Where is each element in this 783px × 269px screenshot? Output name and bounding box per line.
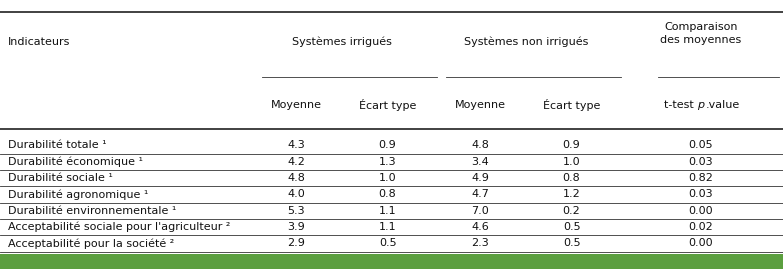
Text: 4.0: 4.0 bbox=[287, 189, 305, 199]
Text: 4.9: 4.9 bbox=[471, 173, 489, 183]
Text: 4.8: 4.8 bbox=[471, 140, 489, 150]
Text: .value: .value bbox=[705, 100, 740, 110]
Text: 2.9: 2.9 bbox=[287, 238, 305, 248]
Text: 0.03: 0.03 bbox=[688, 157, 713, 167]
Text: 4.3: 4.3 bbox=[287, 140, 305, 150]
Text: 0.9: 0.9 bbox=[563, 140, 580, 150]
Text: 0.8: 0.8 bbox=[563, 173, 580, 183]
Text: 0.02: 0.02 bbox=[688, 222, 713, 232]
Text: 1.0: 1.0 bbox=[563, 157, 580, 167]
Text: Systèmes non irrigués: Systèmes non irrigués bbox=[464, 36, 588, 47]
Text: Comparaison
des moyennes: Comparaison des moyennes bbox=[660, 22, 742, 45]
Text: Systèmes irrigués: Systèmes irrigués bbox=[292, 36, 392, 47]
Text: 4.7: 4.7 bbox=[471, 189, 489, 199]
Text: 0.05: 0.05 bbox=[688, 140, 713, 150]
Text: 0.5: 0.5 bbox=[563, 222, 580, 232]
Text: 1.1: 1.1 bbox=[379, 222, 396, 232]
Text: 7.0: 7.0 bbox=[471, 206, 489, 216]
Text: Moyenne: Moyenne bbox=[454, 100, 506, 110]
Text: 3.4: 3.4 bbox=[471, 157, 489, 167]
Text: 0.9: 0.9 bbox=[379, 140, 396, 150]
Text: 1.2: 1.2 bbox=[563, 189, 580, 199]
Text: Durabilité agronomique ¹: Durabilité agronomique ¹ bbox=[8, 189, 148, 200]
Text: 0.82: 0.82 bbox=[688, 173, 713, 183]
Text: 4.6: 4.6 bbox=[471, 222, 489, 232]
Text: p: p bbox=[697, 100, 704, 110]
Text: Durabilité sociale ¹: Durabilité sociale ¹ bbox=[8, 173, 113, 183]
Text: 1.1: 1.1 bbox=[379, 206, 396, 216]
Text: 4.2: 4.2 bbox=[287, 157, 305, 167]
Text: Indicateurs: Indicateurs bbox=[8, 37, 70, 47]
Text: 0.5: 0.5 bbox=[563, 238, 580, 248]
Text: 4.8: 4.8 bbox=[287, 173, 305, 183]
Text: 0.00: 0.00 bbox=[688, 206, 713, 216]
Text: 1.3: 1.3 bbox=[379, 157, 396, 167]
Text: 3.9: 3.9 bbox=[287, 222, 305, 232]
Text: t-test: t-test bbox=[664, 100, 697, 110]
Text: 0.03: 0.03 bbox=[688, 189, 713, 199]
Text: Acceptabilité pour la société ²: Acceptabilité pour la société ² bbox=[8, 238, 174, 249]
Text: Acceptabilité sociale pour l'agriculteur ²: Acceptabilité sociale pour l'agriculteur… bbox=[8, 222, 230, 232]
Text: Écart type: Écart type bbox=[359, 99, 417, 111]
Text: 5.3: 5.3 bbox=[287, 206, 305, 216]
Text: Écart type: Écart type bbox=[543, 99, 601, 111]
Text: Durabilité économique ¹: Durabilité économique ¹ bbox=[8, 157, 143, 167]
Text: 2.3: 2.3 bbox=[471, 238, 489, 248]
Text: 0.5: 0.5 bbox=[379, 238, 396, 248]
Text: 0.8: 0.8 bbox=[379, 189, 396, 199]
Text: Durabilité totale ¹: Durabilité totale ¹ bbox=[8, 140, 106, 150]
Text: Durabilité environnementale ¹: Durabilité environnementale ¹ bbox=[8, 206, 176, 216]
Text: Moyenne: Moyenne bbox=[270, 100, 322, 110]
Bar bbox=[0, 254, 783, 269]
Text: 0.00: 0.00 bbox=[688, 238, 713, 248]
Text: 1.0: 1.0 bbox=[379, 173, 396, 183]
Text: 0.2: 0.2 bbox=[563, 206, 580, 216]
